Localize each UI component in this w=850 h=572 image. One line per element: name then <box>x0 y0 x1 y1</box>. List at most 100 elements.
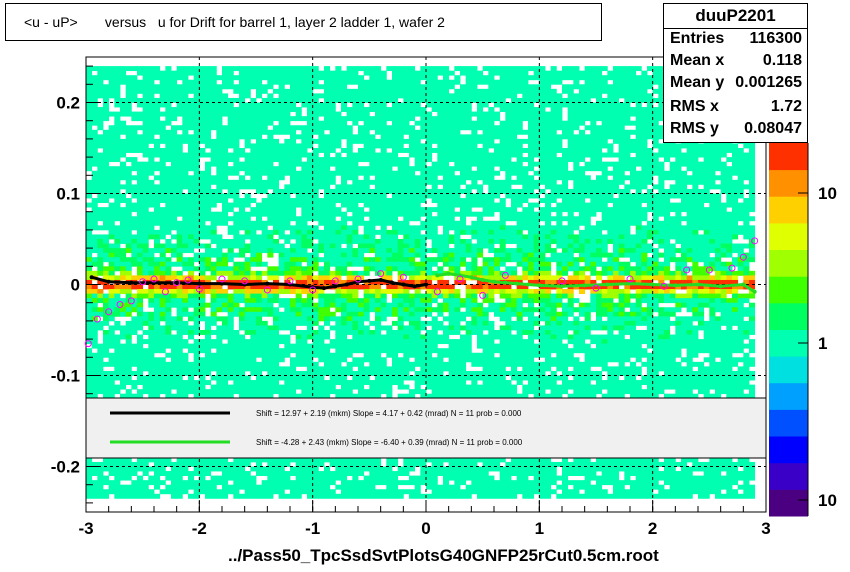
heatmap-cell <box>250 129 257 135</box>
heatmap-cell <box>165 457 172 463</box>
heatmap-cell <box>324 152 331 158</box>
heatmap-cell <box>312 243 319 249</box>
heatmap-cell <box>261 229 268 235</box>
heatmap-cell <box>301 143 308 149</box>
heatmap-cell <box>188 298 195 304</box>
heatmap-cell <box>392 361 399 367</box>
heatmap-cell <box>142 357 149 363</box>
heatmap-cell <box>278 298 285 304</box>
heatmap-cell <box>392 348 399 354</box>
heatmap-cell <box>278 161 285 167</box>
heatmap-cell <box>188 120 195 126</box>
heatmap-cell <box>358 166 365 172</box>
heatmap-cell <box>148 339 155 345</box>
heatmap-cell <box>148 111 155 117</box>
heatmap-cell <box>267 393 274 399</box>
heatmap-cell <box>233 461 240 467</box>
heatmap-cell <box>137 380 144 385</box>
heatmap-cell <box>103 298 110 304</box>
heatmap-cell <box>222 207 229 213</box>
heatmap-cell <box>108 298 115 304</box>
heatmap-cell <box>301 384 308 390</box>
heatmap-cell <box>301 475 308 481</box>
heatmap-cell <box>363 266 370 272</box>
heatmap-cell <box>216 334 223 340</box>
heatmap-cell <box>346 198 353 203</box>
heatmap-cell <box>375 143 382 149</box>
heatmap-cell <box>250 166 257 172</box>
heatmap-cell <box>369 143 376 149</box>
heatmap-cell <box>301 480 308 486</box>
heatmap-cell <box>182 84 189 90</box>
heatmap-cell <box>278 484 285 490</box>
heatmap-cell <box>284 239 291 244</box>
heatmap-cell <box>142 248 149 254</box>
heatmap-cell <box>363 134 370 140</box>
heatmap-cell <box>216 220 223 226</box>
heatmap-cell <box>159 357 166 363</box>
heatmap-cell <box>108 357 115 363</box>
heatmap-cell <box>261 161 268 167</box>
heatmap-cell <box>278 461 285 467</box>
heatmap-cell <box>426 284 433 290</box>
heatmap-cell <box>318 489 325 495</box>
heatmap-cell <box>205 93 212 99</box>
heatmap-cell <box>295 484 302 490</box>
heatmap-cell <box>165 352 172 358</box>
heatmap-cell <box>108 370 115 376</box>
heatmap-cell <box>392 111 399 117</box>
heatmap-cell <box>97 166 104 172</box>
heatmap-cell <box>165 225 172 231</box>
heatmap-cell <box>227 348 234 354</box>
heatmap-cell <box>414 193 421 199</box>
heatmap-cell <box>165 93 172 99</box>
heatmap-cell <box>86 70 93 76</box>
heatmap-cell <box>131 239 138 244</box>
heatmap-cell <box>199 466 206 472</box>
heatmap-cell <box>188 457 195 463</box>
heatmap-cell <box>392 198 399 203</box>
heatmap-cell <box>352 257 359 263</box>
heatmap-cell <box>205 325 212 331</box>
heatmap-cell <box>426 257 433 263</box>
heatmap-cell <box>386 348 393 354</box>
heatmap-cell <box>233 88 240 94</box>
heatmap-cell <box>267 311 274 317</box>
heatmap-cell <box>380 348 387 354</box>
heatmap-cell <box>392 211 399 217</box>
heatmap-cell <box>324 84 331 90</box>
heatmap-cell <box>414 138 421 144</box>
heatmap-cell <box>273 79 280 85</box>
heatmap-cell <box>335 366 342 372</box>
heatmap-cell <box>137 84 144 90</box>
heatmap-cell <box>397 380 404 385</box>
heatmap-cell <box>392 66 399 72</box>
heatmap-cell <box>386 466 393 472</box>
heatmap-cell <box>261 352 268 358</box>
heatmap-cell <box>392 366 399 372</box>
heatmap-cell <box>210 211 217 217</box>
heatmap-cell <box>131 207 138 213</box>
heatmap-cell <box>386 216 393 222</box>
heatmap-cell <box>227 484 234 490</box>
heatmap-cell <box>261 243 268 249</box>
heatmap-cell <box>250 161 257 167</box>
heatmap-cell <box>273 225 280 231</box>
heatmap-cell <box>250 84 257 90</box>
heatmap-cell <box>103 134 110 140</box>
heatmap-cell <box>256 348 263 354</box>
heatmap-cell <box>125 471 132 476</box>
heatmap-cell <box>142 161 149 167</box>
heatmap-cell <box>148 107 155 112</box>
heatmap-cell <box>108 252 115 258</box>
heatmap-cell <box>295 148 302 153</box>
heatmap-cell <box>409 97 416 103</box>
heatmap-cell <box>363 311 370 317</box>
heatmap-cell <box>250 170 257 176</box>
heatmap-cell <box>227 243 234 249</box>
heatmap-cell <box>318 348 325 354</box>
heatmap-cell <box>114 361 121 367</box>
heatmap-cell <box>239 293 246 299</box>
heatmap-cell <box>239 380 246 385</box>
heatmap-cell <box>318 138 325 144</box>
